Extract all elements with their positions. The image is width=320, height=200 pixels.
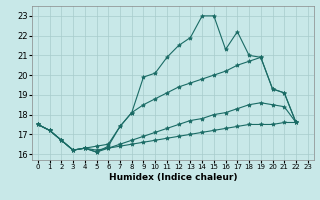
X-axis label: Humidex (Indice chaleur): Humidex (Indice chaleur): [108, 173, 237, 182]
